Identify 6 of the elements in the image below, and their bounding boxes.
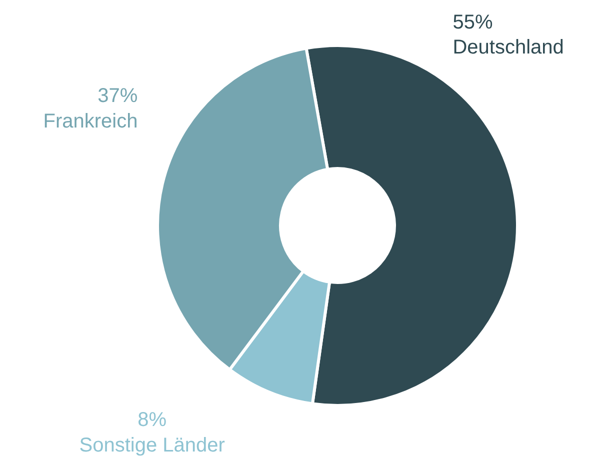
data-label: 55% xyxy=(452,11,493,34)
slice-label: Sonstige Länder xyxy=(79,434,226,456)
data-label: 37% xyxy=(98,85,138,108)
data-label: 8% xyxy=(138,409,167,432)
slice-label: Frankreich xyxy=(43,110,138,132)
slice-label: Deutschland xyxy=(452,36,564,59)
